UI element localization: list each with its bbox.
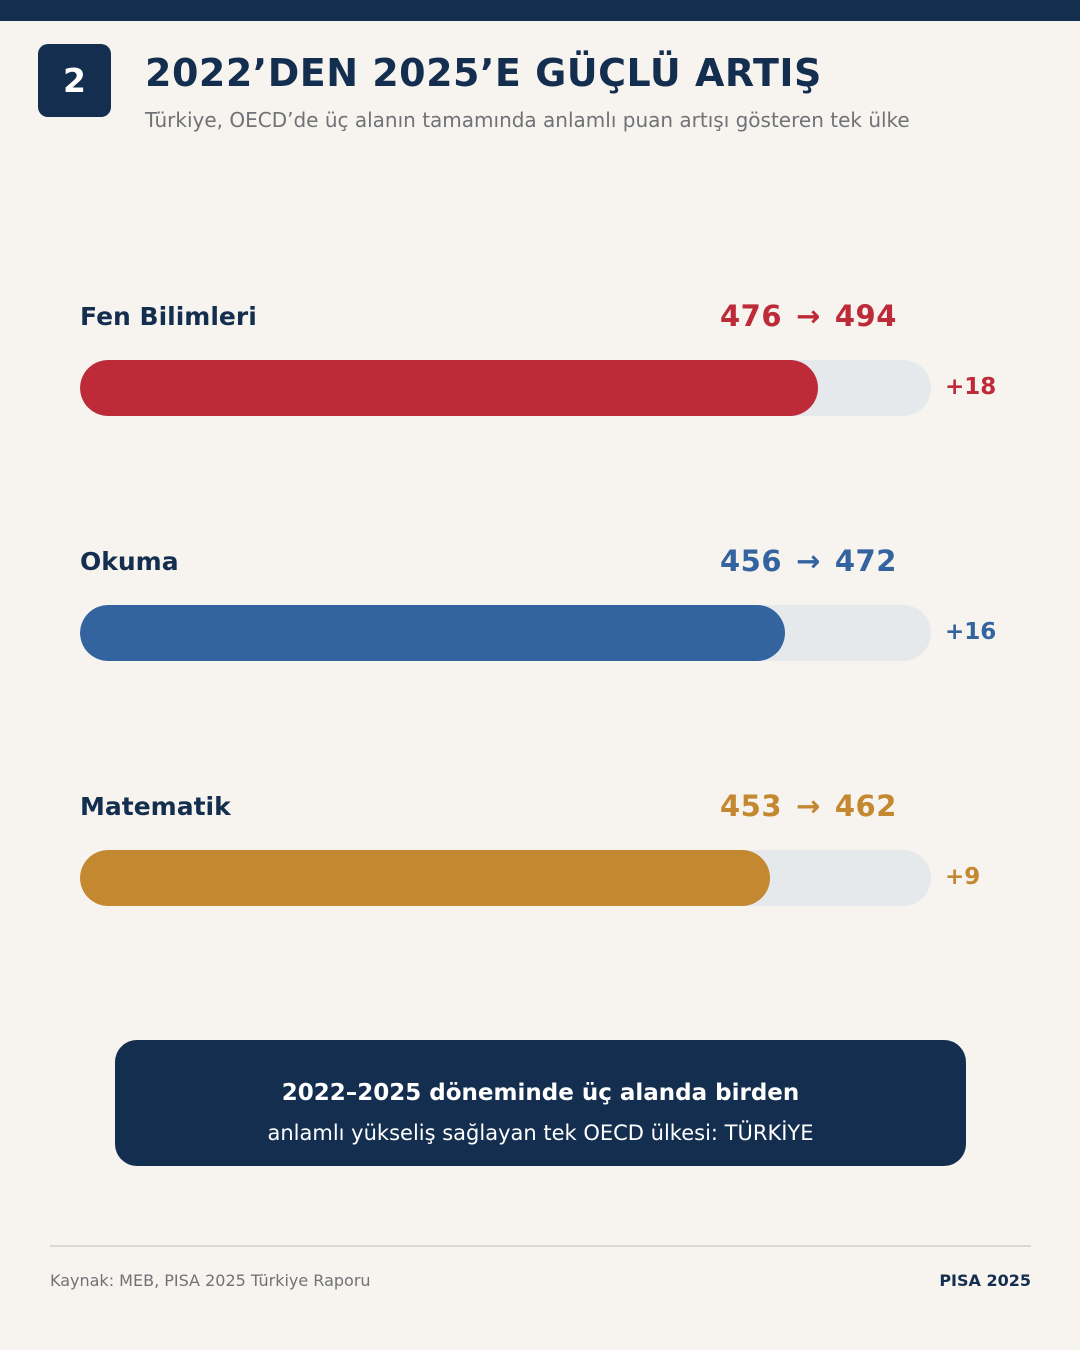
metric-row-fen-bilimleri: Fen Bilimleri 476 → 494 +18 [80,299,1080,432]
bar-fill-fen-bilimleri [80,360,818,416]
arrow-right-icon: → [796,789,821,823]
arrow-right-icon: → [796,544,821,578]
score-2022: 456 [720,544,783,578]
score-change: 456 → 472 [720,544,897,578]
bar-track [80,360,931,416]
bar-track [80,605,931,661]
brand-label: PISA 2025 [939,1271,1031,1290]
delta-label: +9 [945,864,981,890]
score-2025: 462 [834,789,897,823]
metric-row-okuma: Okuma 456 → 472 +16 [80,544,1080,677]
bar-fill-matematik [80,850,770,906]
bar-fill-okuma [80,605,785,661]
footer-divider [50,1245,1031,1247]
delta-label: +16 [945,619,997,645]
highlight-callout: 2022–2025 döneminde üç alanda birden anl… [115,1040,966,1166]
section-number-badge: 2 [38,44,111,117]
score-change: 453 → 462 [720,789,897,823]
page-title: 2022’DEN 2025’E GÜÇLÜ ARTIŞ [145,51,822,95]
score-2025: 494 [834,299,897,333]
top-accent-bar [0,0,1080,21]
metric-row-matematik: Matematik 453 → 462 +9 [80,789,1080,922]
category-label: Okuma [80,547,179,576]
bar-track [80,850,931,906]
page-subtitle: Türkiye, OECD’de üç alanın tamamında anl… [145,108,910,132]
category-label: Matematik [80,792,231,821]
score-2022: 476 [720,299,783,333]
delta-label: +18 [945,374,997,400]
score-2022: 453 [720,789,783,823]
category-label: Fen Bilimleri [80,302,257,331]
callout-headline: 2022–2025 döneminde üç alanda birden [281,1080,800,1106]
score-2025: 472 [834,544,897,578]
score-change: 476 → 494 [720,299,897,333]
callout-text: anlamlı yükseliş sağlayan tek OECD ülkes… [267,1121,814,1145]
source-note: Kaynak: MEB, PISA 2025 Türkiye Raporu [50,1271,371,1290]
arrow-right-icon: → [796,299,821,333]
